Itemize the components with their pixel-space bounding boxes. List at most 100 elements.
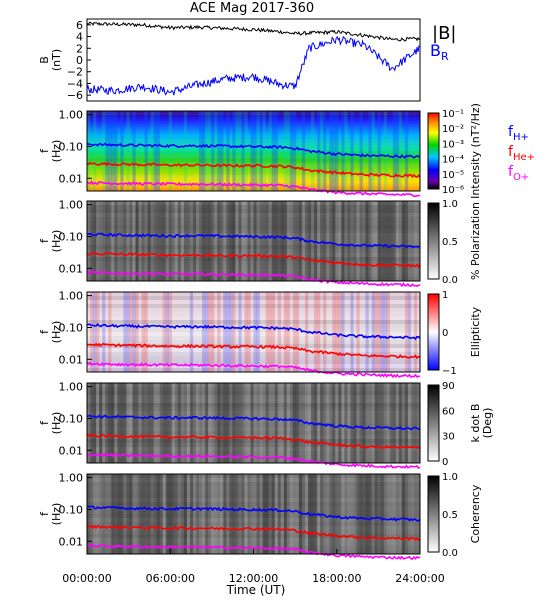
k-dot-b-gyro-line-fhe	[86, 433, 421, 450]
ellipticity-texture-stripe	[371, 292, 375, 372]
ellipticity-texture-stripe	[359, 292, 363, 372]
ellipticity-texture-band	[87, 332, 420, 336]
ellipticity-texture-stripe	[398, 292, 403, 372]
coherency-texture-stripe	[183, 474, 188, 554]
coherency-texture-stripe	[259, 474, 263, 554]
intensity-texture-band	[87, 175, 420, 179]
intensity-texture-stripe	[262, 111, 266, 191]
polarization-texture-stripe	[259, 201, 263, 281]
coherency-texture-stripe	[205, 474, 209, 554]
polarization-texture-stripe	[114, 201, 118, 281]
k-dot-b-ylabel: f	[38, 420, 51, 425]
coherency-texture	[87, 474, 421, 554]
coherency-texture-stripe	[162, 474, 166, 554]
k-dot-b-texture-stripe	[90, 383, 94, 463]
ellipticity-texture-stripe	[341, 292, 345, 372]
k-dot-b-texture-stripe	[147, 383, 151, 463]
k-dot-b-colorbar	[427, 384, 440, 462]
intensity-texture-stripe	[256, 111, 260, 191]
ellipticity-ylabel: f	[38, 329, 51, 334]
coherency-texture-stripe	[93, 474, 97, 554]
x-axis-tick: 00:00:00	[62, 572, 111, 585]
intensity-ytick: 1.00	[59, 109, 84, 122]
intensity-texture-stripe	[323, 111, 327, 191]
coherency-texture-stripe	[238, 474, 242, 554]
k-dot-b-texture-stripe	[280, 383, 284, 463]
coherency-texture-stripe	[389, 474, 393, 554]
k-dot-b-texture-stripe	[193, 383, 197, 463]
chart-title: ACE Mag 2017-360	[190, 1, 314, 16]
x-axis-tick: 18:00:00	[312, 572, 361, 585]
coherency-gyro-line-fo	[86, 543, 421, 561]
coherency-texture-stripe	[401, 474, 406, 554]
ellipticity-frame	[86, 291, 421, 373]
ellipticity-texture-stripe	[117, 292, 121, 372]
intensity-texture-stripe	[93, 111, 97, 191]
coherency-texture-stripe	[96, 474, 100, 554]
intensity-frame	[86, 110, 421, 192]
ellipticity-texture-stripe	[147, 292, 151, 372]
ellipticity-texture-stripe	[386, 292, 390, 372]
legend-f-o: fO+	[508, 164, 529, 183]
ellipticity-texture-stripe	[241, 292, 245, 372]
k-dot-b-colorbar-tick: 0	[442, 457, 448, 468]
polarization-texture-stripe	[96, 201, 100, 281]
k-dot-b-texture-band	[87, 411, 420, 415]
ellipticity-texture-stripe	[350, 292, 354, 372]
ellipticity-texture-band	[87, 356, 420, 360]
ellipticity-texture-stripe	[244, 292, 248, 372]
intensity-texture-stripe	[268, 111, 272, 191]
coherency-texture-stripe	[165, 474, 169, 554]
ellipticity-texture-stripe	[199, 292, 203, 372]
k-dot-b-texture-stripe	[235, 383, 239, 463]
ellipticity-colorbar	[427, 293, 440, 371]
ellipticity-texture-stripe	[159, 292, 163, 372]
ellipticity-texture-stripe	[277, 292, 281, 372]
k-dot-b-texture-band	[87, 443, 420, 447]
ellipticity-texture-stripe	[347, 292, 351, 372]
intensity-texture-stripe	[332, 111, 336, 191]
intensity-texture-stripe	[350, 111, 354, 191]
ellipticity-texture-band	[87, 312, 420, 316]
k-dot-b-texture-stripe	[353, 383, 357, 463]
polarization-texture-stripe	[341, 201, 345, 281]
k-dot-b-texture-stripe	[126, 383, 130, 463]
intensity-colorbar-tick: 10⁻¹	[442, 109, 464, 120]
intensity-colorbar-tick: 10⁻⁴	[442, 155, 464, 166]
ellipticity-texture-stripe	[96, 292, 100, 372]
intensity-panel: 1.00 0.10 0.01 f (Hz) 10⁻¹ 10⁻² 10⁻³ 10⁻⁴ 10⁻⁵ 10⁻…	[38, 103, 482, 199]
legend-b-radial-main: B	[430, 41, 441, 60]
coherency-texture-stripe	[220, 474, 224, 554]
ellipticity-texture-stripe	[189, 292, 194, 372]
legend-b-radial-sub: R	[441, 50, 449, 63]
ellipticity-texture-stripe	[377, 292, 381, 372]
polarization-texture-band	[87, 249, 420, 253]
intensity-texture-stripe	[132, 111, 136, 191]
polarization-texture-stripe	[389, 201, 393, 281]
intensity-colorbar	[427, 112, 440, 190]
intensity-plot-area	[87, 111, 420, 191]
k-dot-b-texture-stripe	[165, 383, 169, 463]
polarization-texture-stripe	[241, 201, 245, 281]
polarization-texture-band	[87, 237, 420, 241]
ellipticity-texture-band	[87, 328, 420, 332]
polarization-texture-stripe	[138, 201, 142, 281]
intensity-texture-band	[87, 187, 420, 191]
ellipticity-texture-stripe	[174, 292, 179, 372]
ellipticity-texture-stripe	[165, 292, 169, 372]
ellipticity-texture-band	[87, 320, 420, 324]
ellipticity-ytick: 0.01	[59, 353, 84, 366]
b-field-lines	[86, 21, 421, 96]
polarization-texture-stripe	[283, 201, 288, 281]
coherency-texture-stripe	[413, 474, 418, 554]
coherency-texture-stripe	[274, 474, 278, 554]
intensity-texture-stripe	[120, 111, 124, 191]
coherency-texture-stripe	[102, 474, 106, 554]
k-dot-b-texture-stripe	[135, 383, 139, 463]
k-dot-b-texture-stripe	[286, 383, 291, 463]
k-dot-b-texture-stripe	[171, 383, 176, 463]
intensity-texture-band	[87, 111, 420, 115]
intensity-texture-stripe	[111, 111, 115, 191]
k-dot-b-texture-stripe	[114, 383, 118, 463]
ellipticity-texture-stripe	[338, 292, 342, 372]
